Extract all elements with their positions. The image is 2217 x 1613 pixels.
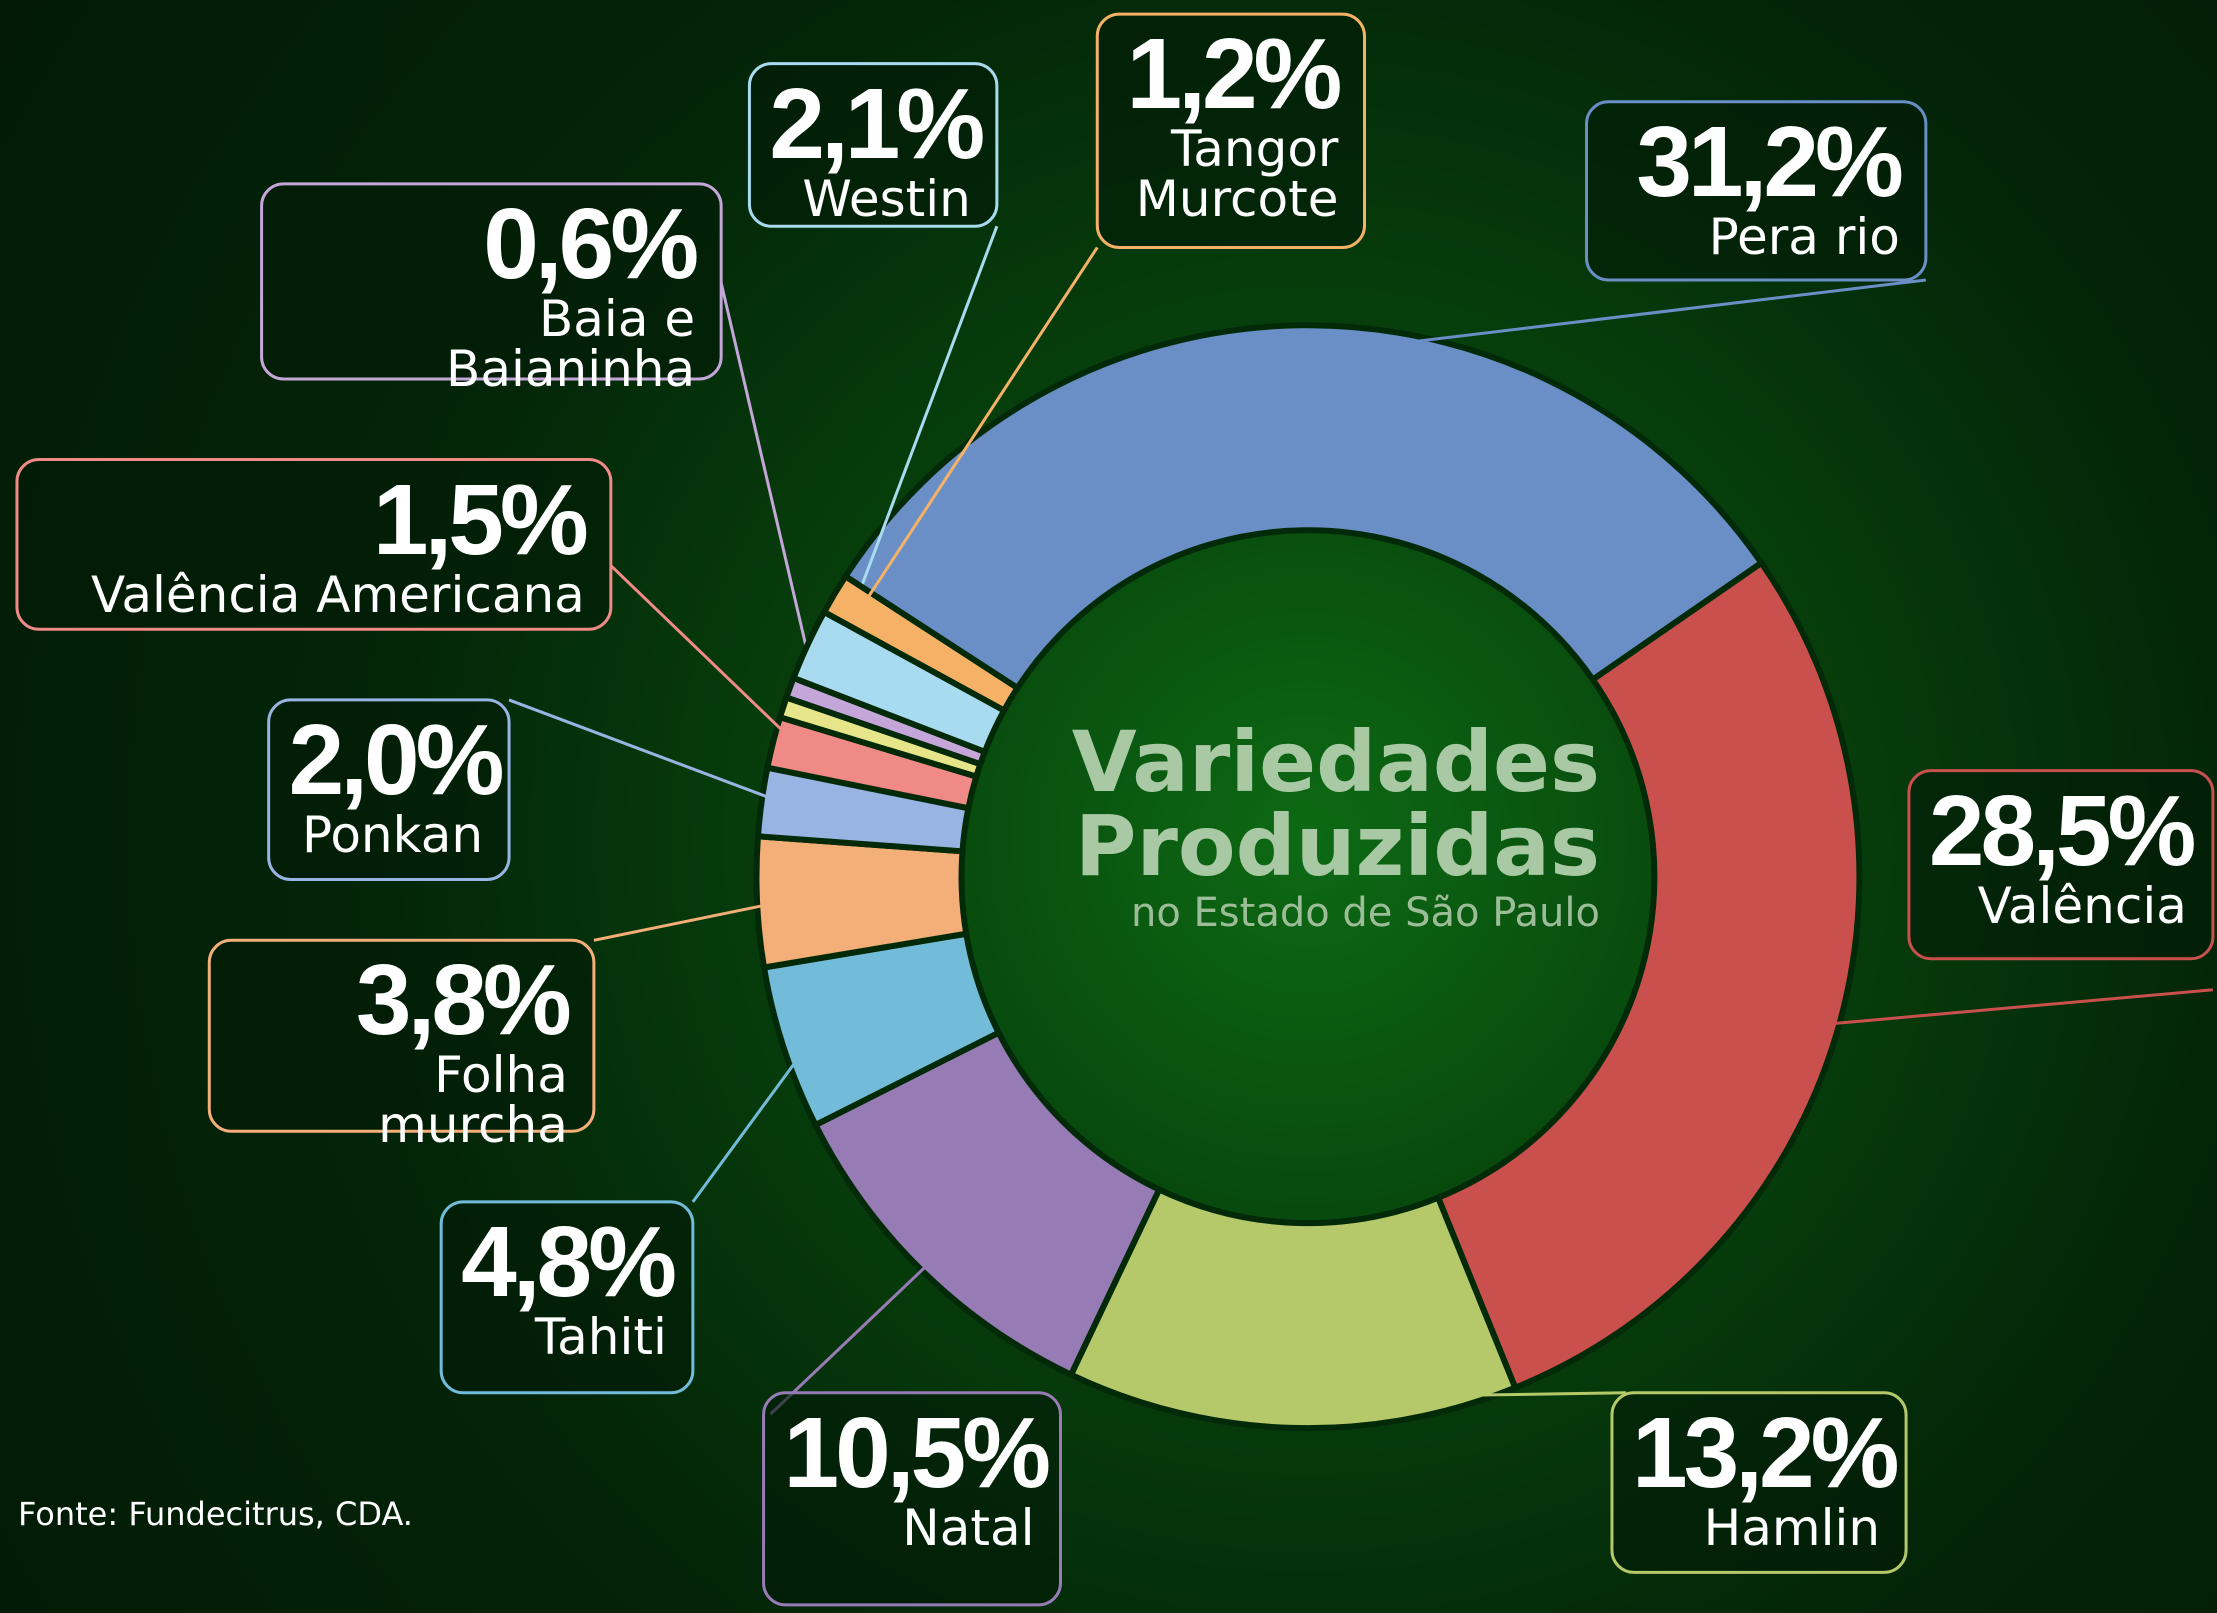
category-label: Pera rio bbox=[1708, 207, 1900, 266]
label-box bbox=[207, 938, 596, 1133]
leader-line bbox=[858, 246, 1099, 611]
category-label: Natal bbox=[902, 1498, 1035, 1557]
slice bbox=[1434, 558, 1863, 1392]
label-box bbox=[15, 458, 613, 631]
category-label: Folha murcha bbox=[378, 1046, 568, 1155]
label-box bbox=[1585, 100, 1928, 282]
label-box bbox=[267, 698, 511, 882]
value-label: 4,8% bbox=[461, 1205, 677, 1318]
leader-line bbox=[508, 698, 792, 808]
leader-line bbox=[691, 1037, 814, 1203]
center-text: Variedades Produzidas no Estado de São P… bbox=[1030, 720, 1600, 938]
value-label: 28,5% bbox=[1928, 774, 2197, 887]
label: 31,2% Pera rio bbox=[1587, 102, 1926, 280]
label: 1,5% Valência Americana bbox=[17, 460, 611, 630]
label: 10,5% Natal bbox=[764, 1393, 1061, 1605]
value-label: 13,2% bbox=[1631, 1396, 1900, 1509]
label: 13,2% Hamlin bbox=[1612, 1393, 1906, 1573]
category-label: Valência Americana bbox=[91, 565, 585, 624]
value-label: 1,2% bbox=[1126, 18, 1343, 131]
leader-line bbox=[1300, 278, 1927, 357]
label: 0,6% Baia e Baianinha bbox=[262, 184, 722, 394]
label-box bbox=[260, 182, 723, 381]
label: 1,2% Tangor Murcote bbox=[1097, 14, 1364, 247]
value-label: 1,5% bbox=[372, 463, 589, 576]
value-label: 0,6% bbox=[483, 187, 699, 300]
slice bbox=[820, 572, 1022, 715]
chart-title: Variedades Produzidas bbox=[1071, 713, 1600, 895]
slice bbox=[841, 322, 1766, 693]
source: Fonte: Fundecitrus, CDA. bbox=[18, 1495, 413, 1533]
slice bbox=[1067, 1185, 1520, 1432]
category-label: Tahiti bbox=[534, 1307, 667, 1366]
category-label: Westin bbox=[802, 169, 971, 228]
label: 2,0% Ponkan bbox=[269, 700, 509, 880]
value-label: 2,1% bbox=[769, 67, 985, 180]
label-box bbox=[1095, 12, 1367, 249]
label-box bbox=[1907, 769, 2215, 961]
label-box bbox=[1610, 1391, 1908, 1574]
value-label: 31,2% bbox=[1636, 105, 1904, 218]
leader-line bbox=[609, 564, 804, 751]
leader-line bbox=[1807, 988, 2214, 1028]
leader-line bbox=[1292, 1391, 1627, 1400]
category-label: Hamlin bbox=[1703, 1498, 1881, 1557]
leader-line bbox=[593, 899, 788, 942]
chart-subtitle: no Estado de São Paulo bbox=[1130, 890, 1600, 936]
label: 28,5% Valência bbox=[1909, 771, 2213, 959]
leader-line bbox=[719, 282, 820, 699]
label: 2,1% Westin bbox=[749, 64, 996, 227]
category-label: Tangor Murcote bbox=[1135, 120, 1339, 229]
value-label: 2,0% bbox=[288, 703, 505, 816]
label: 4,8% Tahiti bbox=[441, 1202, 693, 1393]
value-label: 3,8% bbox=[355, 944, 572, 1057]
label-box bbox=[747, 62, 999, 228]
label-box bbox=[439, 1200, 695, 1395]
category-label: Ponkan bbox=[301, 805, 484, 864]
label-box bbox=[762, 1391, 1062, 1607]
category-label: Baia e Baianinha bbox=[446, 289, 696, 398]
label: 3,8% Folha murcha bbox=[209, 940, 594, 1150]
leader-line bbox=[769, 1248, 945, 1416]
category-label: Valência bbox=[1977, 876, 2187, 935]
value-label: 10,5% bbox=[783, 1396, 1052, 1509]
